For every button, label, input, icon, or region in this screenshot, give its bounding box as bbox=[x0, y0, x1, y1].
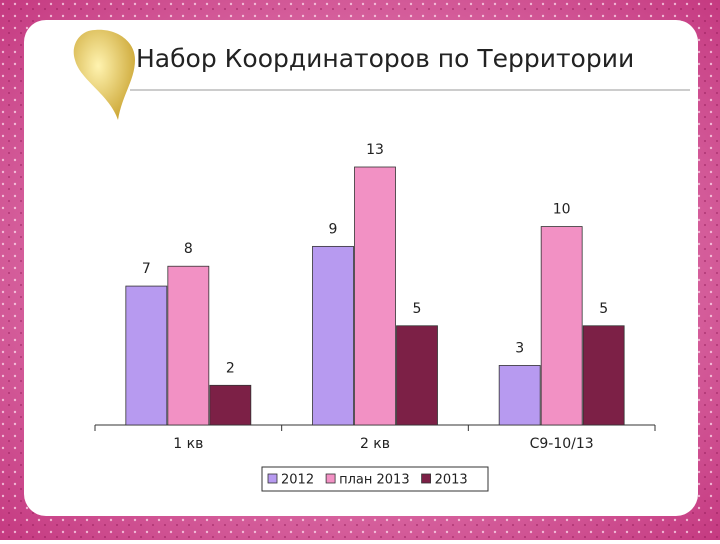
legend-label: 2013 bbox=[435, 473, 468, 488]
data-label: 5 bbox=[599, 301, 608, 317]
data-label: 13 bbox=[366, 142, 384, 158]
x-tick-label: 1 кв bbox=[173, 436, 203, 452]
bar bbox=[582, 325, 625, 426]
bar bbox=[209, 384, 252, 426]
legend-label: 2012 bbox=[281, 473, 314, 488]
data-label: 5 bbox=[413, 301, 422, 317]
bar bbox=[167, 265, 210, 426]
x-tick-label: 2 кв bbox=[360, 436, 390, 452]
x-tick-label: С9-10/13 bbox=[530, 436, 594, 452]
data-label: 8 bbox=[184, 241, 193, 257]
data-label: 10 bbox=[553, 202, 571, 218]
bar bbox=[312, 245, 354, 426]
legend-swatch bbox=[421, 473, 431, 484]
legend-box bbox=[261, 466, 489, 492]
legend-swatch bbox=[325, 473, 336, 484]
data-label: 2 bbox=[226, 360, 235, 376]
bar bbox=[354, 166, 396, 426]
chart-title: Набор Координаторов по Территории bbox=[136, 44, 634, 73]
data-label: 7 bbox=[142, 261, 151, 277]
bar bbox=[498, 365, 541, 426]
data-label: 9 bbox=[329, 221, 338, 237]
bar bbox=[540, 226, 583, 426]
legend-label: план 2013 bbox=[339, 473, 410, 488]
bar bbox=[125, 285, 168, 426]
logo bbox=[73, 29, 135, 120]
data-label: 3 bbox=[515, 340, 524, 356]
bar bbox=[396, 325, 438, 426]
legend-swatch bbox=[267, 473, 278, 484]
